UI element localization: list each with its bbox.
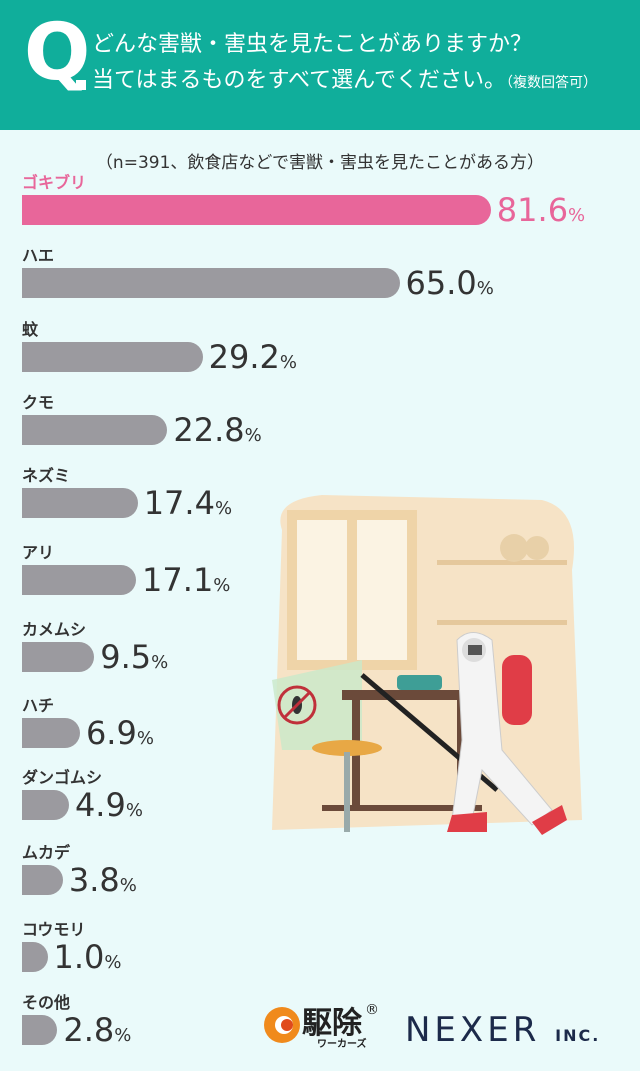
value-label: 65.0% <box>406 267 494 304</box>
registered-mark: ® <box>365 1002 379 1018</box>
category-label: ハチ <box>22 696 55 715</box>
value-unit: % <box>244 425 262 446</box>
bar <box>22 942 48 972</box>
nexer-suffix: INC. <box>555 1026 601 1045</box>
question-line-1: どんな害獣・害虫を見たことがありますか？ <box>92 32 533 57</box>
value-unit: % <box>104 952 122 973</box>
value-number: 9.5 <box>100 638 152 676</box>
nexer-text: NEXER <box>405 1010 541 1050</box>
sample-note: （n=391、飲食店などで害獣・害虫を見たことがある方） <box>95 153 545 173</box>
table <box>342 690 472 700</box>
value-label: 17.4% <box>144 487 233 524</box>
bar <box>22 790 69 820</box>
value-label: 9.5% <box>100 641 169 678</box>
bar <box>22 565 137 595</box>
value-number: 17.4 <box>143 484 215 522</box>
question-header: Q どんな害獣・害虫を見たことがありますか？ 当てはまるものをすべて選んでくださ… <box>0 0 640 130</box>
value-number: 17.1 <box>142 561 214 599</box>
value-label: 81.6% <box>497 194 586 231</box>
category-label: カメムシ <box>22 620 87 639</box>
value-unit: % <box>279 352 297 373</box>
value-number: 3.8 <box>68 861 120 899</box>
category-label: ハエ <box>22 246 55 265</box>
category-label: ダンゴムシ <box>22 768 103 787</box>
value-label: 2.8% <box>63 1014 132 1051</box>
value-number: 29.2 <box>208 338 280 376</box>
question-line-2: 当てはまるものをすべて選んでください。（複数回答可） <box>92 62 597 94</box>
question-text: 当てはまるものをすべて選んでください。 <box>92 68 507 93</box>
bar <box>22 642 95 672</box>
stool <box>312 740 382 756</box>
value-unit: % <box>136 728 154 749</box>
value-label: 4.9% <box>75 789 143 826</box>
value-unit: % <box>568 205 586 226</box>
bar <box>22 415 168 445</box>
value-label: 1.0% <box>54 941 122 978</box>
value-unit: % <box>476 278 494 299</box>
no-bug-icon <box>277 685 317 725</box>
spray-cloud <box>272 660 362 750</box>
bar <box>22 268 400 298</box>
category-label: アリ <box>22 543 55 562</box>
kujo-workers-logo: 駆除 ® ワーカーズ <box>264 1002 379 1050</box>
value-number: 4.9 <box>74 786 126 824</box>
value-label: 22.8% <box>173 414 262 451</box>
q-dot <box>76 80 86 90</box>
bar <box>22 1015 58 1045</box>
nexer-logo: NEXER INC. <box>405 1010 600 1050</box>
value-label: 3.8% <box>69 864 137 901</box>
kujo-logo-text: 駆除 <box>302 1006 363 1041</box>
value-unit: % <box>213 575 231 596</box>
value-number: 6.9 <box>85 714 137 752</box>
q-mark: Q <box>24 8 91 98</box>
value-label: 6.9% <box>86 717 154 754</box>
category-label: クモ <box>22 393 55 412</box>
value-number: 65.0 <box>405 264 477 302</box>
category-label: ゴキブリ <box>22 173 87 192</box>
value-number: 81.6 <box>496 191 569 229</box>
category-label: 蚊 <box>22 320 39 339</box>
value-unit: % <box>151 652 169 673</box>
value-number: 2.8 <box>63 1011 115 1049</box>
bar <box>22 195 491 225</box>
category-label: ネズミ <box>22 466 71 485</box>
value-number: 22.8 <box>173 411 245 449</box>
kujo-logo-sub: ワーカーズ <box>317 1037 367 1050</box>
bar <box>22 342 203 372</box>
value-label: 29.2% <box>209 341 297 378</box>
bar <box>22 488 138 518</box>
category-label: コウモリ <box>22 920 86 939</box>
pest-control-illustration <box>272 495 582 835</box>
value-unit: % <box>214 498 233 519</box>
bar <box>22 865 63 895</box>
value-number: 1.0 <box>53 938 105 976</box>
spray-tank <box>502 655 532 725</box>
value-unit: % <box>114 1025 132 1046</box>
value-unit: % <box>119 875 137 896</box>
bar <box>22 718 80 748</box>
multiple-answer-note: （複数回答可） <box>506 75 598 91</box>
category-label: その他 <box>22 993 71 1012</box>
value-label: 17.1% <box>142 564 231 601</box>
category-label: ムカデ <box>22 843 71 862</box>
value-unit: % <box>125 800 143 821</box>
